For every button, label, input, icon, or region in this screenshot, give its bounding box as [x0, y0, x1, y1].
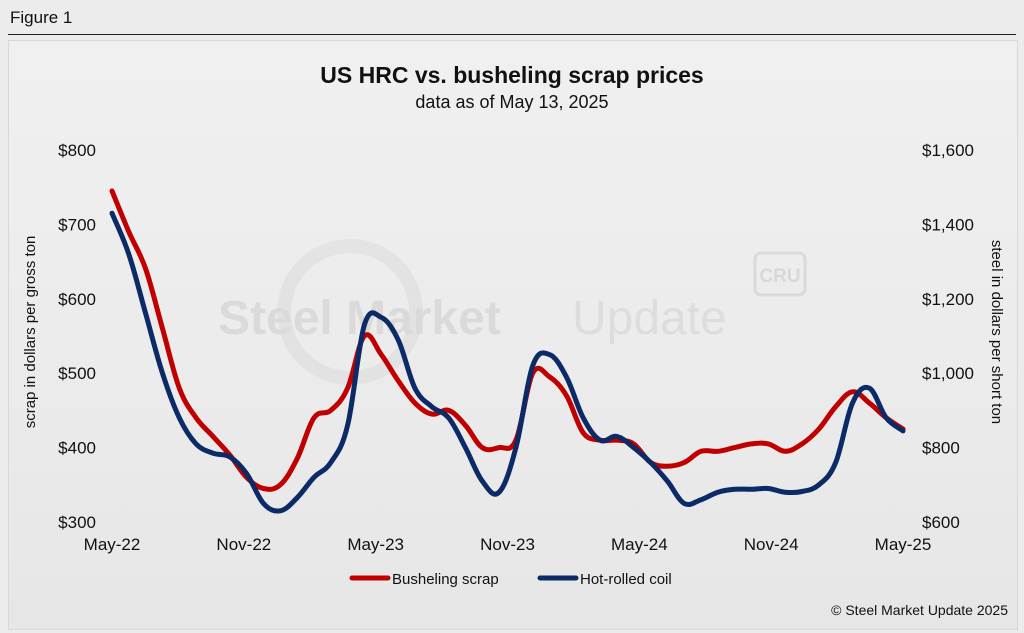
x-tick-label: May-24 [611, 535, 668, 554]
y-axis-right: $600 $800 $1,000 $1,200 $1,400 $1,600 [922, 141, 974, 532]
y-left-tick-label: $800 [58, 141, 96, 160]
copyright-notice: © Steel Market Update 2025 [831, 602, 1008, 618]
legend: Busheling scrap Hot-rolled coil [349, 571, 672, 588]
figure-header: Figure 1 [0, 0, 1024, 36]
figure-divider [8, 34, 1016, 35]
x-tick-label: May-22 [84, 535, 141, 554]
y-right-tick-label: $600 [922, 513, 960, 532]
x-tick-label: Nov-23 [480, 535, 535, 554]
x-tick-label: Nov-22 [216, 535, 271, 554]
chart-subtitle: data as of May 13, 2025 [415, 92, 609, 112]
y-right-tick-label: $1,400 [922, 215, 974, 234]
x-tick-label: May-25 [875, 535, 932, 554]
y-axis-left-title: scrap in dollars per gross ton [22, 236, 39, 429]
legend-label: Busheling scrap [392, 571, 499, 588]
watermark-brand-light: Update [572, 292, 727, 345]
y-axis-right-title: steel in dollars per short ton [988, 240, 1005, 424]
x-tick-label: Nov-24 [744, 535, 799, 554]
y-right-tick-label: $1,200 [922, 290, 974, 309]
y-left-tick-label: $400 [58, 439, 96, 458]
y-right-tick-label: $1,600 [922, 141, 974, 160]
figure-label: Figure 1 [10, 8, 73, 27]
chart-title: US HRC vs. busheling scrap prices [320, 62, 704, 88]
watermark: Steel Market Update CRU [218, 239, 807, 385]
y-left-tick-label: $300 [58, 513, 96, 532]
x-tick-label: May-23 [347, 535, 404, 554]
y-right-tick-label: $1,000 [922, 364, 974, 383]
y-axis-left: $300 $400 $500 $600 $700 $800 [58, 141, 96, 532]
y-left-tick-label: $500 [58, 364, 96, 383]
watermark-badge-frame [753, 251, 807, 297]
chart-panel [8, 40, 1018, 630]
legend-label: Hot-rolled coil [580, 571, 672, 588]
y-left-tick-label: $700 [58, 215, 96, 234]
y-right-tick-label: $800 [922, 439, 960, 458]
x-axis: May-22 Nov-22 May-23 Nov-23 May-24 Nov-24 May-… [84, 535, 932, 554]
series-layer [109, 188, 906, 514]
watermark-badge-text: CRU [759, 266, 800, 287]
series-line-hot-rolled-coil [109, 210, 906, 514]
y-left-tick-label: $600 [58, 290, 96, 309]
